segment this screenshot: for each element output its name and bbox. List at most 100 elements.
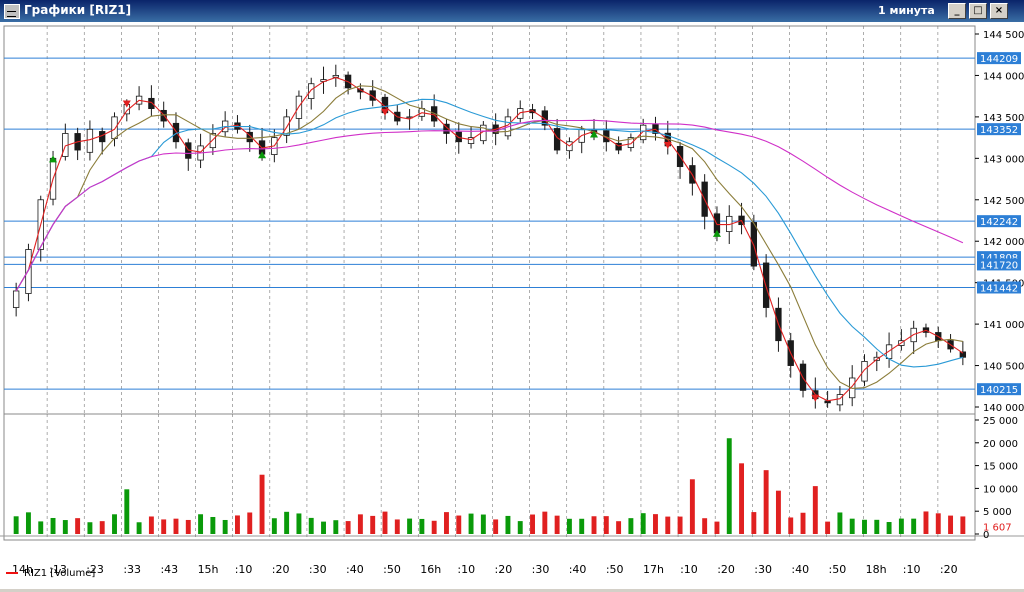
volume-tick-label: 15 000: [983, 462, 1018, 473]
volume-bar: [419, 518, 425, 534]
ma-slow-line: [15, 98, 964, 368]
price-tick-label: 141 000: [983, 320, 1024, 331]
level-label: 141720: [980, 260, 1018, 271]
sell-signal-marker: [380, 108, 389, 116]
maximize-button[interactable]: □: [969, 3, 987, 19]
level-label: 142242: [980, 217, 1018, 228]
volume-bar: [444, 512, 449, 534]
volume-bar: [788, 517, 794, 534]
interval-label[interactable]: 1 минута: [878, 4, 935, 17]
price-tick-label: 144 500: [983, 30, 1024, 41]
volume-tick-label: 25 000: [983, 416, 1018, 427]
volume-bar: [271, 518, 277, 534]
volume-bar: [87, 522, 93, 534]
level-badge: [977, 258, 1021, 271]
window-title: Графики [RIZ1]: [24, 3, 132, 17]
sell-signal-marker: [122, 100, 131, 108]
candle-body: [209, 133, 217, 149]
candle-body: [467, 137, 475, 144]
volume-bar: [948, 515, 954, 534]
title-bar[interactable]: Графики [RIZ1] 1 минута _ □ ×: [0, 0, 1024, 22]
volume-bar: [75, 518, 81, 534]
last-volume-label: 1 607: [983, 523, 1012, 534]
volume-bar: [665, 516, 671, 534]
volume-bar: [247, 512, 253, 534]
time-tick-label: 16h: [420, 563, 441, 576]
volume-bar: [259, 474, 265, 534]
candle-body: [541, 110, 548, 126]
candle-body: [283, 116, 290, 136]
minimize-button[interactable]: _: [948, 3, 966, 19]
candle-body: [615, 142, 622, 151]
ma-mid-line: [15, 85, 963, 389]
volume-bar: [50, 517, 56, 534]
price-and-volume-chart[interactable]: 14h:13:23:33:43 15h:10:20:30:40:50 16h:10:…: [0, 22, 1024, 589]
level-label: 143352: [980, 125, 1018, 136]
time-tick-label: 18h: [866, 563, 887, 576]
price-tick-label: 143 000: [983, 154, 1024, 165]
candle-body: [148, 97, 155, 109]
volume-bar: [616, 521, 622, 534]
candle-body: [86, 128, 94, 153]
candle-body: [861, 361, 868, 382]
volume-series-name: RIZ1 [Volume]: [24, 568, 96, 579]
volume-bar: [837, 512, 843, 534]
level-badge: [977, 52, 1021, 65]
volume-bar: [505, 515, 511, 534]
level-badge: [977, 383, 1021, 396]
volume-bar: [493, 519, 499, 534]
volume-tick-label: 10 000: [983, 484, 1018, 495]
candle-body: [627, 137, 635, 148]
time-tick-label: :20: [940, 563, 958, 576]
candle-body: [111, 116, 118, 140]
volume-bar: [210, 516, 216, 534]
time-tick-label: :50: [829, 563, 847, 576]
level-label: 141442: [980, 283, 1018, 294]
volume-bar: [136, 522, 142, 534]
volume-bar: [161, 519, 167, 534]
volume-bar: [62, 520, 68, 534]
time-tick-label: :30: [309, 563, 327, 576]
volume-bar: [677, 516, 683, 534]
volume-bar: [234, 515, 240, 534]
volume-bar: [898, 518, 904, 534]
price-tick-label: 143 500: [983, 113, 1024, 124]
volume-bar: [480, 514, 486, 534]
volume-legend-swatch: [6, 572, 18, 574]
close-button[interactable]: ×: [990, 3, 1008, 19]
volume-bar: [714, 521, 720, 534]
volume-bar: [849, 518, 855, 534]
time-tick-label: :50: [383, 563, 401, 576]
volume-bar: [394, 519, 400, 534]
volume-bar: [911, 518, 917, 534]
price-tick-label: 142 500: [983, 196, 1024, 207]
volume-bar: [530, 514, 535, 534]
sell-signal-marker: [811, 394, 820, 402]
candle-body: [308, 83, 315, 100]
volume-bar: [99, 521, 105, 534]
volume-bar: [812, 486, 818, 534]
time-tick-label: :30: [532, 563, 550, 576]
volume-bar: [284, 511, 290, 534]
volume-bar: [321, 521, 326, 534]
chart-area[interactable]: 14h:13:23:33:43 15h:10:20:30:40:50 16h:10:…: [0, 22, 1024, 589]
volume-bar: [775, 490, 781, 534]
volume-bar: [468, 513, 474, 534]
candle-body: [369, 90, 376, 101]
volume-bar: [702, 518, 708, 534]
volume-tick-label: 0: [983, 530, 989, 541]
time-tick-label: 15h: [198, 563, 219, 576]
candle-body: [246, 131, 253, 143]
level-badge: [977, 215, 1021, 228]
time-tick-label: :13: [49, 563, 67, 576]
volume-bar: [726, 438, 732, 534]
time-tick-label: :43: [160, 563, 178, 576]
volume-bar: [13, 516, 19, 534]
volume-bar: [591, 516, 597, 534]
volume-bar: [357, 514, 363, 534]
volume-bar: [874, 519, 880, 534]
volume-bar: [112, 514, 117, 534]
time-tick-label: :20: [717, 563, 735, 576]
volume-bar: [935, 513, 941, 534]
